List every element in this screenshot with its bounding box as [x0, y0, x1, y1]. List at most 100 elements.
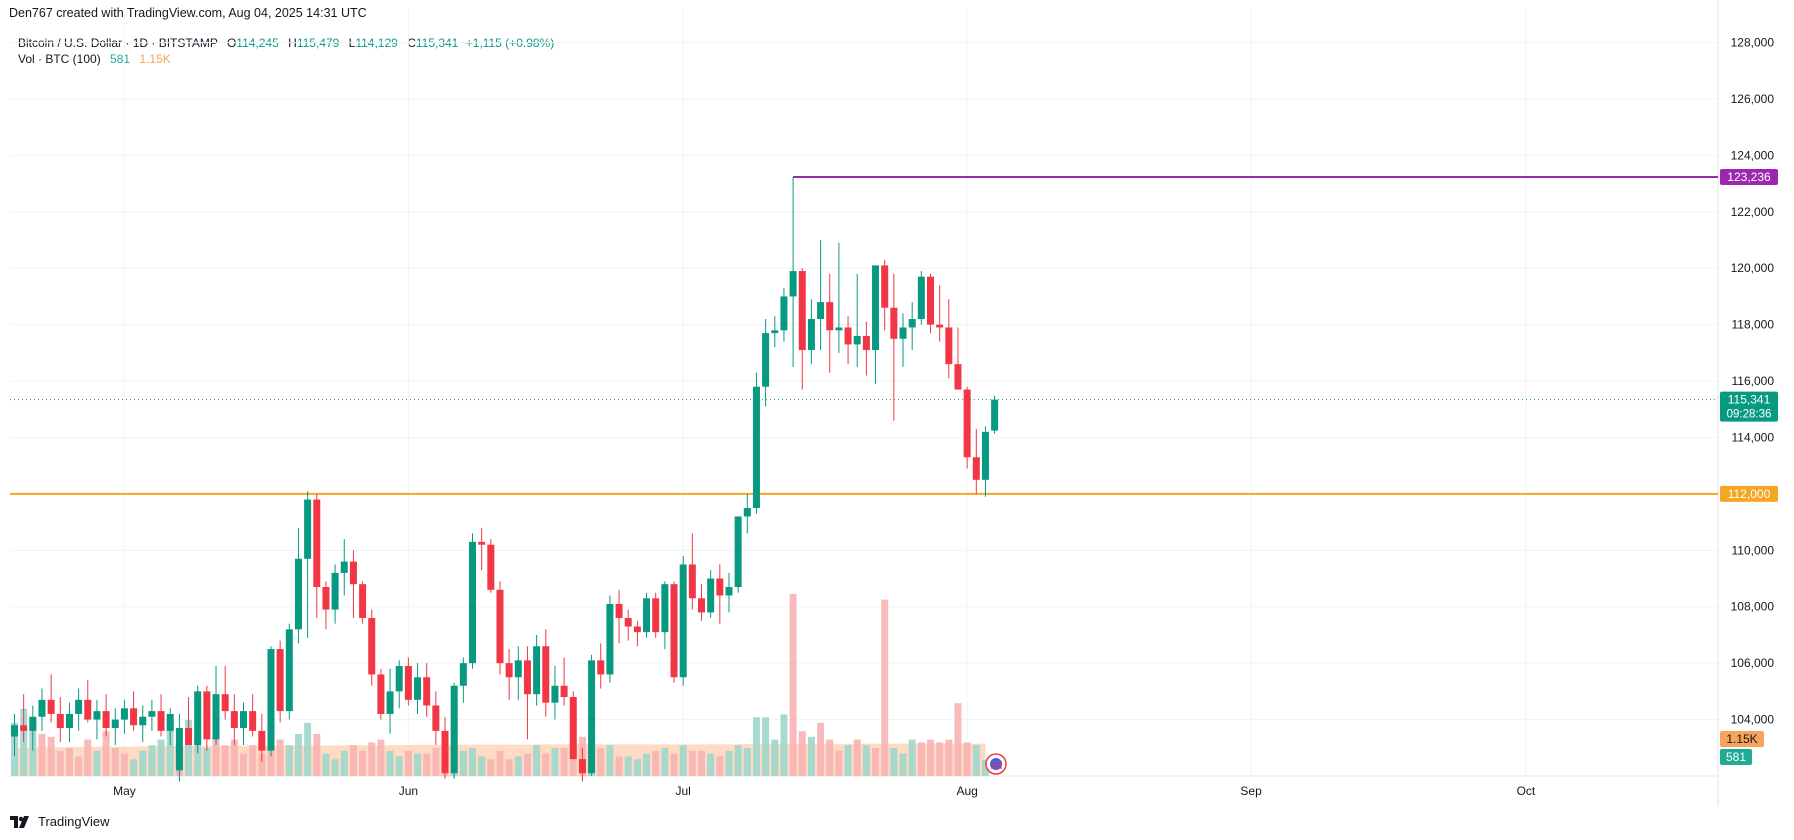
candle-body — [569, 697, 577, 760]
volume-bar — [469, 748, 476, 776]
time-axis[interactable]: May Jun Jul Aug Sep Oct — [113, 784, 1536, 798]
candle-body — [670, 584, 678, 678]
volume-bar — [762, 717, 770, 776]
candle-body — [789, 271, 797, 297]
chart-grid — [10, 0, 1719, 806]
candle-body — [890, 307, 898, 339]
volume-bar — [817, 722, 825, 776]
candle-body — [652, 598, 660, 633]
candle-body — [908, 319, 916, 328]
volume-bar — [523, 753, 531, 776]
candle-body — [38, 699, 46, 717]
price-axis[interactable]: 104,000 106,000 108,000 110,000 112,000 114,0… — [1731, 36, 1775, 727]
candle-body — [963, 389, 971, 458]
volume-bar — [340, 750, 348, 776]
volume-bar — [707, 753, 715, 776]
candle-body — [496, 589, 504, 664]
candle-body — [972, 457, 980, 480]
volume-value: 581 — [110, 52, 131, 66]
price-tags: 123,236 112,000 115,341 09:28:36 1.15K 581 — [1720, 168, 1778, 765]
volume-bar — [322, 753, 330, 776]
candle-body — [716, 578, 724, 596]
level-tag-support-bg — [1720, 485, 1778, 502]
volume-bar — [368, 742, 376, 776]
level-lines[interactable] — [10, 175, 1718, 495]
candle-body — [798, 271, 806, 351]
candle-body — [349, 561, 357, 585]
volume-bar — [752, 717, 760, 776]
candle-body — [771, 330, 779, 334]
volume-bar — [230, 739, 238, 776]
candle-body — [954, 364, 962, 390]
volume-bar — [698, 750, 705, 776]
tradingview-logo[interactable]: TradingView — [10, 814, 110, 829]
candle-body — [661, 584, 669, 633]
candle-body — [487, 544, 495, 590]
price-chart[interactable]: 104,000 106,000 108,000 110,000 112,000 114,0… — [0, 0, 1794, 810]
candle-body — [991, 399, 999, 431]
volume-bar — [652, 750, 660, 776]
volume-bar — [606, 745, 614, 776]
volume-bar — [249, 745, 257, 776]
candle-body — [981, 431, 989, 480]
candle-body — [624, 618, 632, 627]
volume-bar — [725, 750, 733, 776]
volume-bar — [936, 742, 944, 776]
volume-bar — [963, 742, 971, 776]
candle-body — [340, 561, 348, 573]
volume-bar — [780, 714, 788, 776]
candle-body — [762, 333, 770, 387]
candle-body — [725, 587, 733, 596]
candle-body — [872, 265, 880, 351]
volume-bar — [478, 756, 486, 776]
candle-body — [899, 327, 907, 339]
candle-body — [853, 335, 861, 345]
flag-icon[interactable] — [985, 753, 1007, 775]
volume-bar — [835, 750, 843, 776]
volume-bar — [954, 703, 962, 776]
time-axis-label: Sep — [1240, 784, 1262, 798]
volume-bar — [789, 594, 797, 776]
volume-bar — [661, 748, 669, 776]
candle-body — [588, 660, 596, 774]
volume-bar — [294, 734, 302, 776]
volume-label[interactable]: Vol · BTC (100) — [18, 52, 101, 66]
time-axis-label: Oct — [1517, 784, 1536, 798]
candle-body — [166, 713, 174, 731]
candle-body — [643, 598, 651, 633]
candle-body — [130, 708, 138, 726]
volume-bar — [331, 759, 339, 776]
candle-body — [606, 603, 614, 675]
volume-bar — [743, 748, 751, 776]
volume-bar — [395, 756, 403, 776]
volume-bar — [633, 759, 641, 776]
volume-bar — [597, 748, 605, 776]
volume-bar — [981, 759, 989, 776]
brand-label: TradingView — [38, 814, 110, 829]
volume-bar — [120, 753, 128, 776]
candle-body — [294, 558, 302, 630]
volume-bar — [414, 753, 422, 776]
candle-body — [313, 499, 321, 587]
volume-bar — [203, 748, 211, 776]
volume-bar — [890, 748, 898, 776]
candle-body — [221, 694, 229, 712]
volume-bar — [505, 759, 513, 776]
volume-ma-value: 1.15K — [139, 52, 171, 66]
candle-body — [835, 327, 843, 331]
candle-body — [881, 265, 889, 308]
candle-body — [615, 603, 623, 619]
candle-body — [707, 578, 715, 613]
time-axis-label: Jul — [676, 784, 691, 798]
candle-body — [441, 730, 449, 774]
candle-body — [752, 386, 760, 509]
volume-bar — [514, 756, 522, 776]
candle-body — [514, 660, 522, 678]
candle-body — [368, 618, 376, 675]
level-tag-resistance-bg — [1720, 168, 1778, 185]
candlesticks — [11, 176, 999, 782]
volume-bar — [734, 745, 742, 776]
candle-body — [249, 711, 257, 731]
candle-body — [917, 276, 925, 320]
candle-body — [157, 711, 165, 731]
